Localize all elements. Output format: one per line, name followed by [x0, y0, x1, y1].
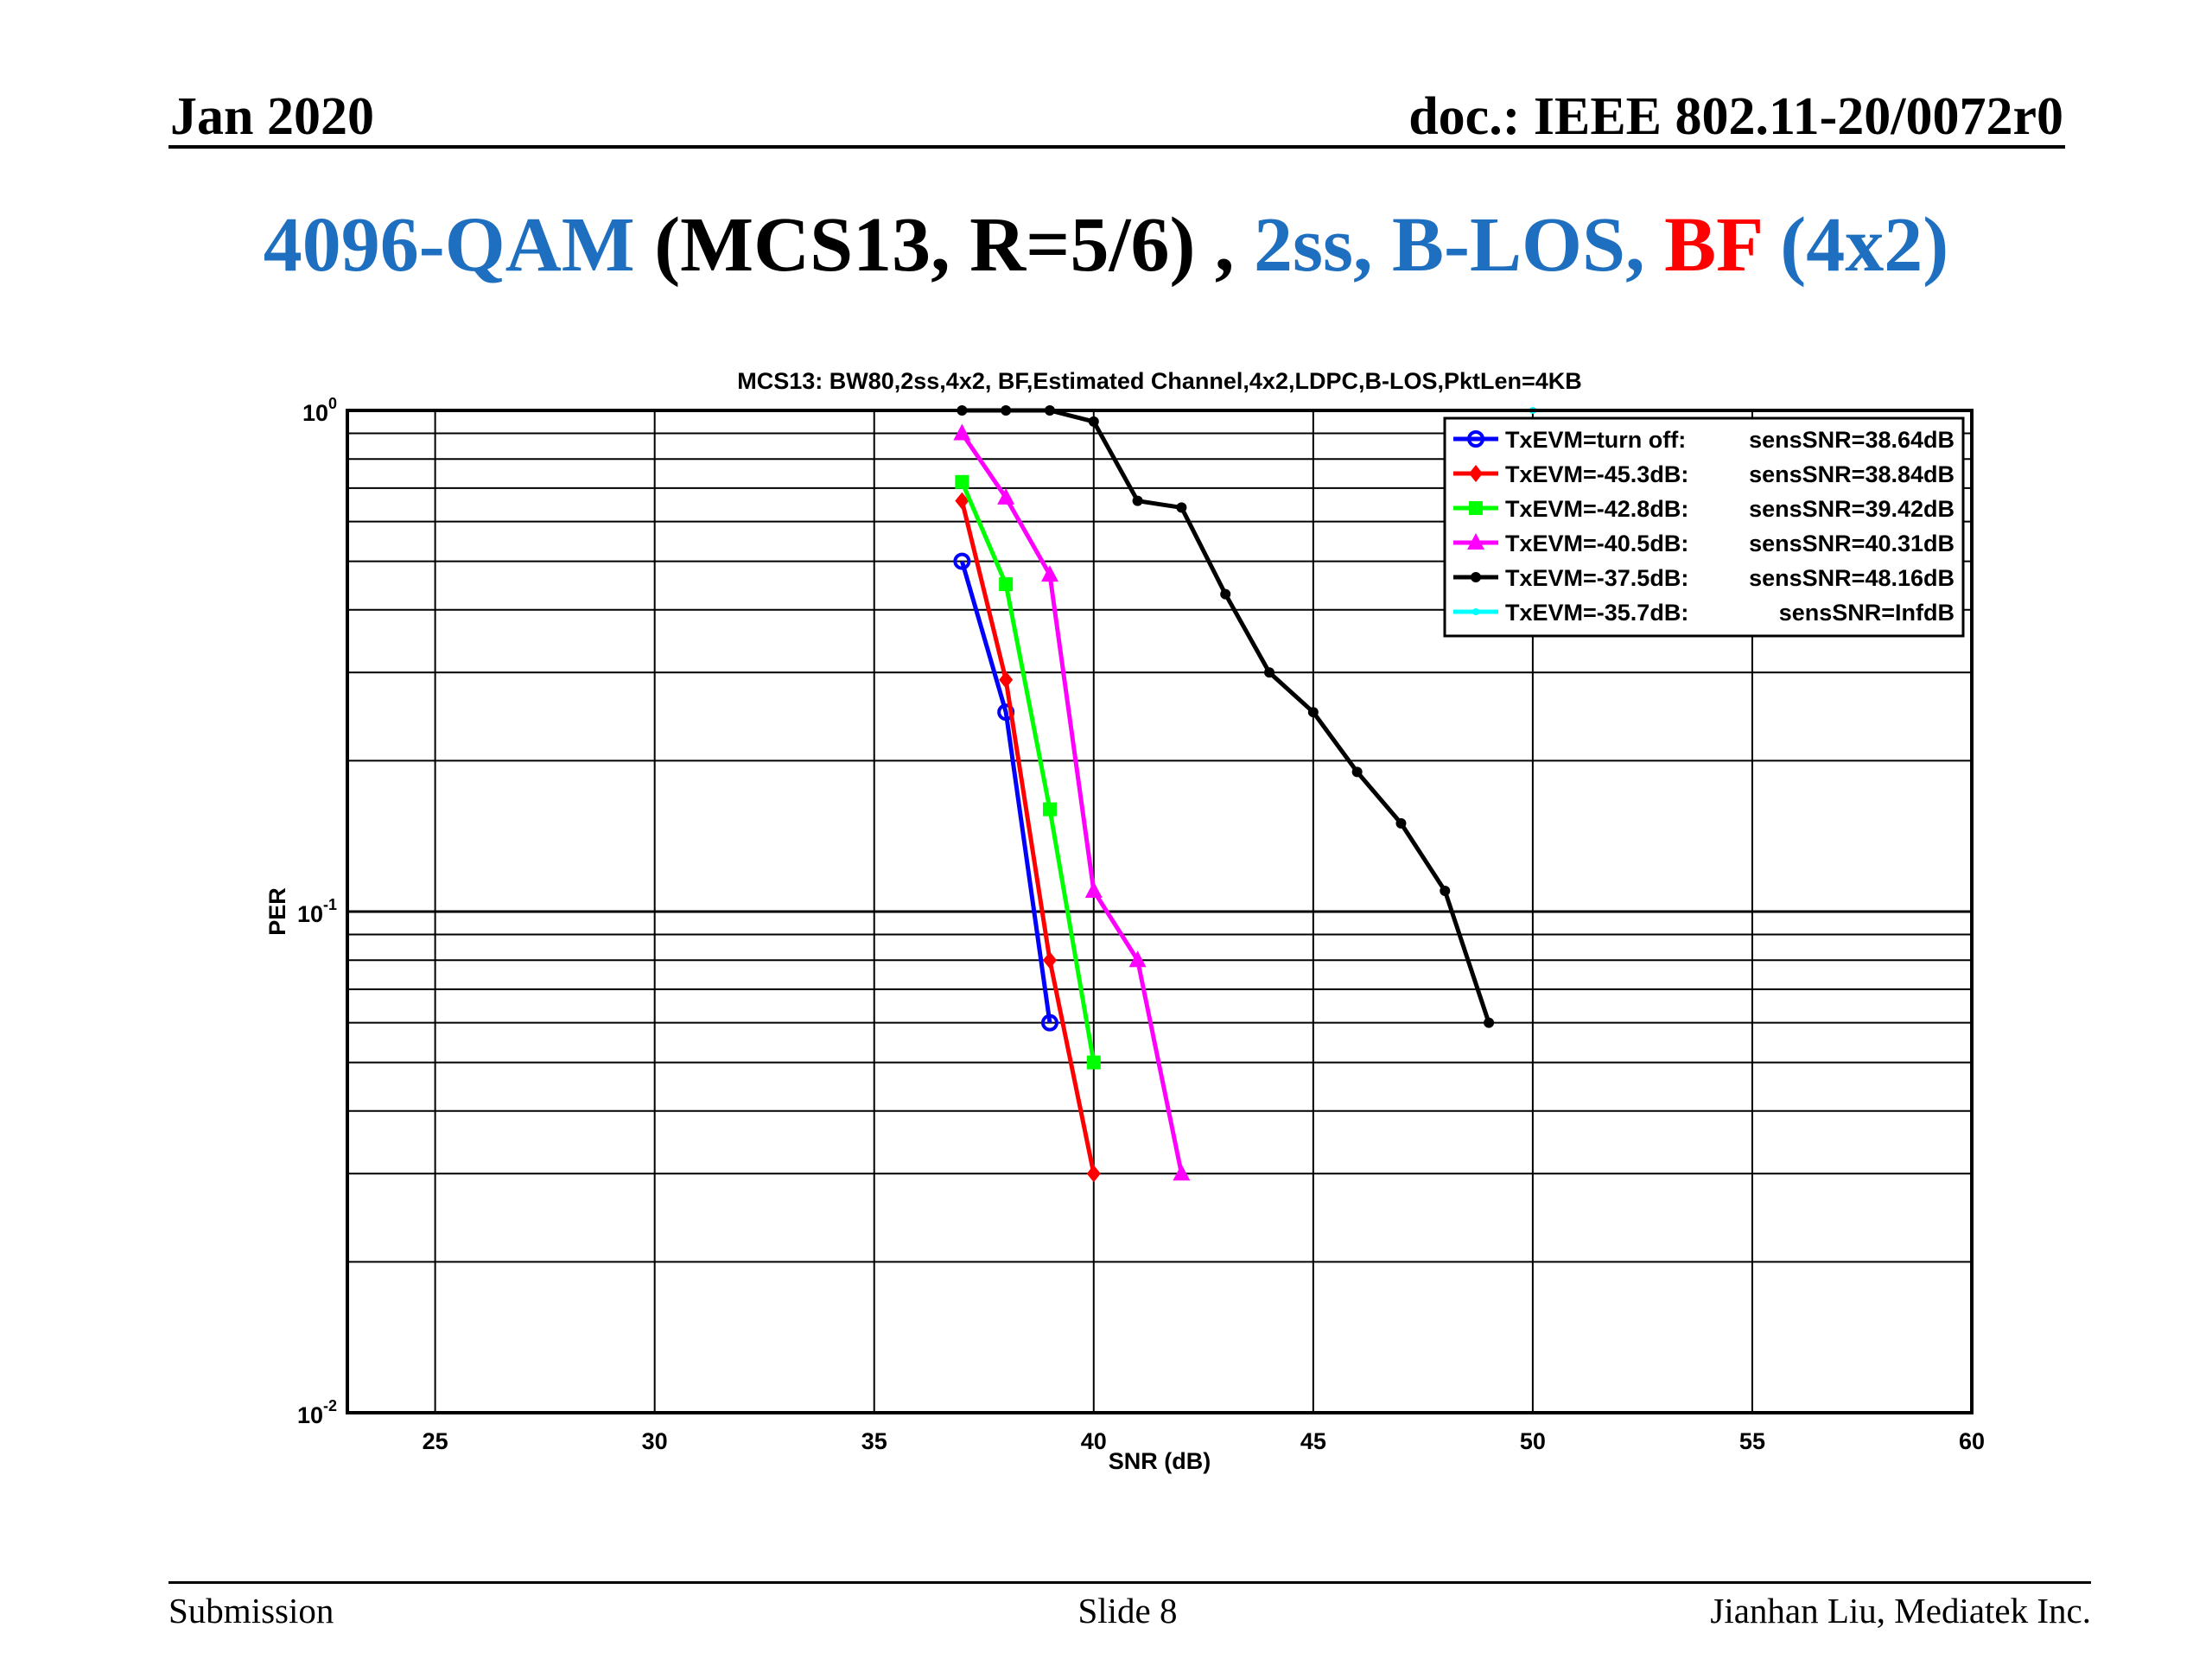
legend-entry: TxEVM=turn off: sensSNR=38.64dB [1453, 427, 1955, 453]
legend-label: TxEVM=-45.3dB: [1505, 461, 1688, 487]
data-point [955, 474, 969, 489]
legend-sens-value: sensSNR=39.42dB [1749, 496, 1955, 522]
data-point [1086, 1165, 1101, 1183]
legend-label: TxEVM=-40.5dB: [1505, 531, 1688, 556]
footer-left: Submission [168, 1591, 334, 1630]
legend-sens-value: sensSNR=38.84dB [1749, 461, 1955, 487]
header-divider [168, 145, 2065, 149]
y-tick-label: 10-2 [297, 1397, 337, 1428]
data-point [1471, 572, 1481, 582]
data-point [1173, 1164, 1191, 1181]
data-point [1128, 950, 1147, 968]
series-txevm-45-3db- [955, 492, 1101, 1183]
data-point [1467, 533, 1484, 550]
footer-slide-number: Slide 8 [1077, 1591, 1178, 1630]
x-tick-label: 55 [1739, 1428, 1765, 1454]
y-tick-label: 10-1 [297, 896, 337, 927]
data-point [1084, 880, 1103, 898]
data-point [1132, 495, 1143, 506]
data-point [953, 552, 971, 570]
legend-entry: TxEVM=-37.5dB: sensSNR=48.16dB [1453, 565, 1955, 591]
footer-divider [168, 1581, 2091, 1584]
title-part-modulation: 4096-QAM [263, 202, 635, 288]
legend-label: TxEVM=-37.5dB: [1505, 565, 1688, 591]
data-point [1086, 1055, 1101, 1070]
legend-box [1443, 416, 1965, 638]
title-part-antennas: (4x2) [1760, 202, 1949, 288]
series-line [960, 432, 1184, 1174]
y-tick-label: 100 [302, 395, 337, 426]
legend-label: TxEVM=-42.8dB: [1505, 496, 1688, 522]
data-point [1040, 565, 1058, 582]
legend-label: TxEVM=-35.7dB: [1505, 600, 1688, 626]
legend: TxEVM=turn off: sensSNR=38.64dB TxEVM=-45.… [1443, 416, 1965, 638]
data-point [953, 423, 971, 441]
legend-sens-value: sensSNR=InfdB [1779, 600, 1955, 626]
legend-sens-value: sensSNR=48.16dB [1749, 565, 1955, 591]
header-doc-id: doc.: IEEE 802.11-20/0072r0 [1408, 87, 2063, 146]
plot-frame [346, 409, 1974, 1414]
legend-label: TxEVM=turn off: [1505, 427, 1686, 453]
data-point [1264, 667, 1275, 678]
legend-sens-value: sensSNR=40.31dB [1749, 531, 1955, 556]
data-point [1472, 608, 1479, 615]
data-point [955, 492, 969, 510]
y-axis-ticks: 100 10-1 10-2 [297, 395, 337, 1428]
data-point [1040, 1014, 1058, 1032]
title-part-bf: BF [1664, 202, 1761, 288]
data-point [1440, 885, 1451, 896]
y-axis-label: PER [264, 887, 290, 936]
data-point [1469, 501, 1483, 515]
data-point [997, 487, 1015, 505]
data-point [1220, 588, 1231, 600]
x-axis-ticks: 25 30 35 40 45 50 55 60 [423, 1428, 1985, 1454]
legend-entry: TxEVM=-42.8dB: sensSNR=39.42dB [1453, 496, 1955, 522]
x-axis-label: SNR (dB) [1109, 1448, 1211, 1474]
x-tick-label: 40 [1081, 1428, 1107, 1454]
data-point [1042, 802, 1057, 817]
legend-entry: TxEVM=-40.5dB: sensSNR=40.31dB [1453, 531, 1955, 556]
footer-author: Jianhan Liu, Mediatek Inc. [1710, 1591, 2091, 1630]
x-tick-label: 35 [861, 1428, 887, 1454]
data-point [1042, 951, 1057, 969]
data-point [1176, 502, 1187, 513]
series-line [959, 500, 1096, 1174]
data-point [1484, 1017, 1495, 1028]
x-tick-label: 45 [1300, 1428, 1326, 1454]
x-tick-label: 50 [1520, 1428, 1546, 1454]
x-tick-label: 60 [1959, 1428, 1985, 1454]
title-part-mcs: (MCS13, R=5/6) , [634, 202, 1254, 288]
data-point [999, 671, 1014, 689]
data-point [1088, 416, 1099, 427]
chart-title: MCS13: BW80,2ss,4x2, BF,Estimated Channe… [737, 368, 1582, 394]
slide-title: 4096-QAM (MCS13, R=5/6) , 2ss, B-LOS, BF… [0, 200, 2212, 289]
data-point [1469, 465, 1483, 482]
x-tick-label: 25 [423, 1428, 448, 1454]
data-point [1351, 766, 1363, 778]
x-tick-label: 30 [642, 1428, 668, 1454]
data-point [999, 577, 1014, 592]
legend-entry: TxEVM=-35.7dB: sensSNR=InfdB [1453, 600, 1955, 626]
series-txevm-40-5db- [953, 423, 1191, 1181]
header-date: Jan 2020 [170, 87, 374, 146]
data-point [1395, 817, 1407, 829]
data-point [1467, 430, 1484, 448]
series-line [959, 560, 1052, 1024]
series-layer [953, 405, 1536, 1183]
series-line [960, 480, 1096, 1064]
legend-entry: TxEVM=-45.3dB: sensSNR=38.84dB [1453, 461, 1955, 487]
series-txevm-42-8db- [955, 474, 1101, 1070]
data-point [1307, 707, 1319, 718]
title-part-streams: 2ss, B-LOS, [1253, 202, 1665, 288]
legend-sens-value: sensSNR=38.64dB [1749, 427, 1955, 453]
